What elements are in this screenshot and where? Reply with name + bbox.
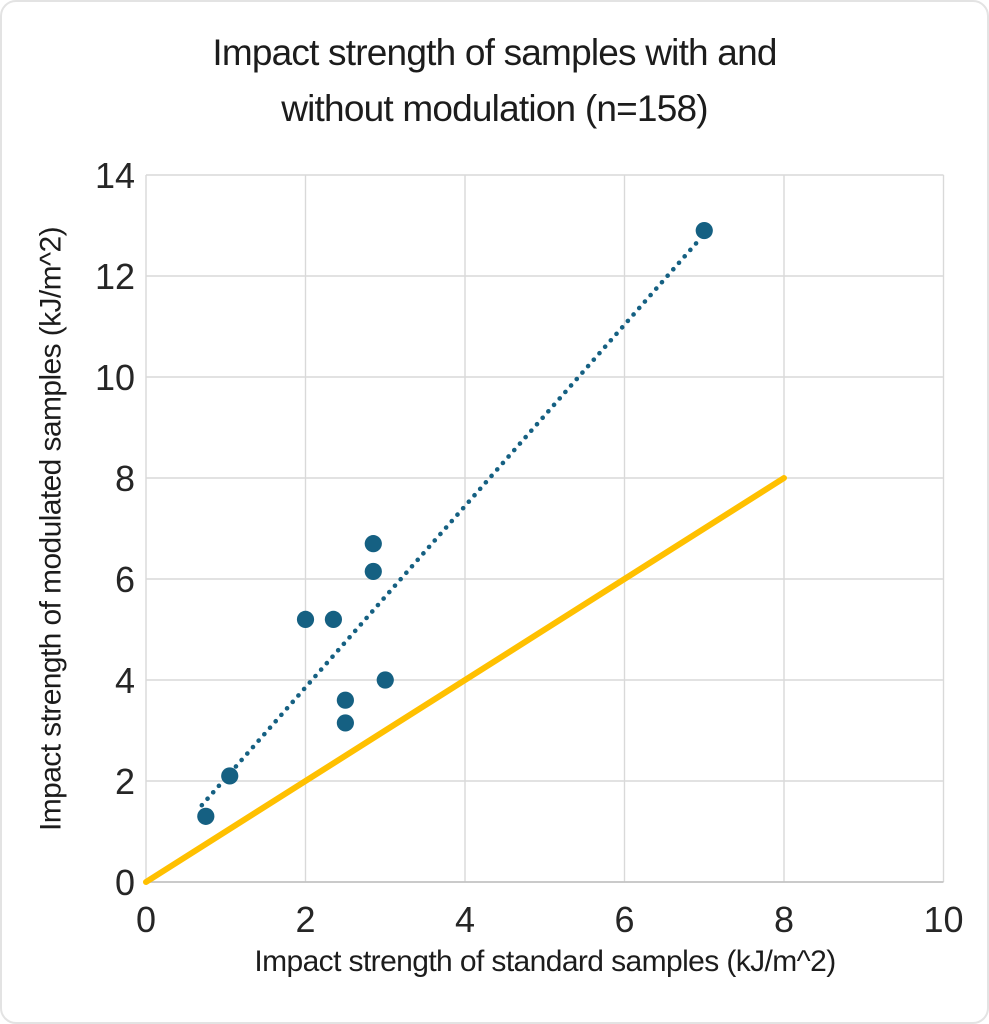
x-tick-label: 4: [455, 899, 475, 940]
identity-line: [143, 475, 787, 885]
scatter-point: [376, 671, 394, 689]
y-tick-label: 12: [95, 256, 135, 297]
x-tick-label: 8: [774, 899, 794, 940]
y-tick-label: 4: [115, 660, 135, 701]
scatter-point: [197, 807, 215, 825]
y-tick-label: 0: [115, 862, 135, 903]
y-axis-title: Impact strength of modulated samples (kJ…: [34, 227, 67, 831]
x-tick-label: 0: [136, 899, 156, 940]
x-tick-label: 2: [295, 899, 315, 940]
scatter-point: [695, 221, 713, 240]
trendline: [199, 236, 703, 808]
y-tick-label: 8: [115, 458, 135, 499]
y-tick-label: 10: [95, 357, 135, 398]
chart-title-line1: Impact strength of samples with and: [212, 32, 777, 73]
chart-title: Impact strength of samples with and with…: [2, 25, 987, 137]
scatter-point: [336, 691, 354, 709]
scatter-point: [221, 767, 239, 785]
scatter-point: [364, 562, 382, 581]
scatter-point: [296, 610, 315, 629]
x-tick-label: 10: [923, 899, 963, 940]
x-axis-title: Impact strength of standard samples (kJ/…: [254, 945, 836, 978]
scatter-point: [336, 714, 354, 732]
x-tick-label: 6: [614, 899, 634, 940]
scatter-point: [324, 610, 343, 629]
chart-title-line2: without modulation (n=158): [281, 88, 708, 129]
y-tick-label: 6: [115, 559, 135, 600]
y-tick-label: 14: [95, 155, 135, 196]
scatter-point: [364, 535, 382, 553]
y-tick-label: 2: [115, 761, 135, 802]
